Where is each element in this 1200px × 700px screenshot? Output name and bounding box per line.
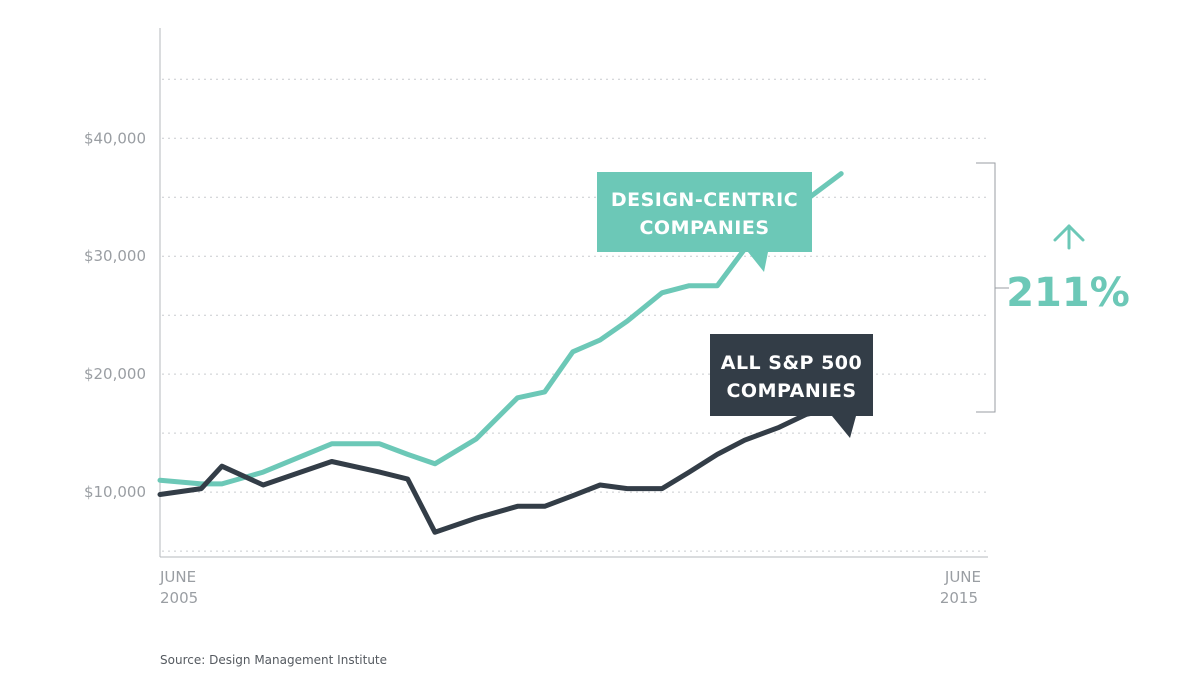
sp500-callout: ALL S&P 500 COMPANIES (710, 334, 873, 438)
design-centric-callout: DESIGN-CENTRIC COMPANIES (597, 172, 812, 272)
growth-bracket (976, 162, 1009, 413)
sp500-label-line1: ALL S&P 500 (721, 352, 863, 374)
x-start-year: 2005 (160, 589, 198, 607)
bracket-line (976, 162, 1009, 413)
y-tick-label: $10,000 (84, 483, 146, 501)
growth-percent: 211% (1006, 270, 1130, 316)
sp500-callout-box (710, 334, 873, 438)
x-end-year: 2015 (940, 589, 978, 607)
y-tick-label: $30,000 (84, 247, 146, 265)
source-note: Source: Design Management Institute (160, 653, 387, 667)
x-start-month: JUNE (159, 568, 196, 586)
sp500-label-line2: COMPANIES (726, 380, 856, 402)
design-centric-callout-box (597, 172, 812, 272)
y-tick-label: $20,000 (84, 365, 146, 383)
y-tick-labels: $10,000 $20,000 $30,000 $40,000 (84, 129, 146, 501)
x-tick-labels: JUNE 2005 JUNE 2015 (159, 568, 981, 607)
x-end-month: JUNE (944, 568, 981, 586)
sp500-line (157, 404, 844, 535)
axes (159, 28, 988, 558)
design-centric-label-line2: COMPANIES (639, 217, 769, 239)
design-centric-label-line1: DESIGN-CENTRIC (611, 189, 798, 211)
gridlines (162, 78, 988, 552)
up-arrow-icon (1053, 224, 1085, 250)
series-lines (157, 171, 844, 535)
growth-annotation: 211% (1006, 224, 1130, 316)
y-tick-label: $40,000 (84, 129, 146, 147)
design-centric-line (157, 171, 844, 487)
